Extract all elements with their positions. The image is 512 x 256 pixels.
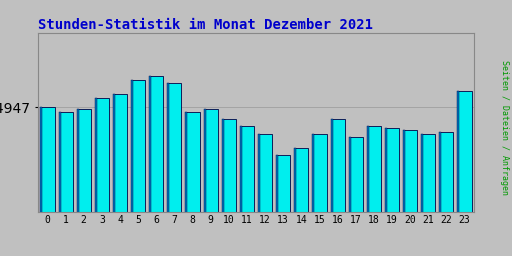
Bar (457, 91, 459, 256)
Bar (367, 126, 381, 256)
Bar (312, 134, 314, 256)
Bar (258, 134, 272, 256)
Bar (294, 148, 308, 256)
Bar (421, 134, 435, 256)
Bar (185, 112, 200, 256)
Bar (95, 98, 109, 256)
Bar (240, 126, 242, 256)
Bar (385, 128, 399, 256)
Bar (40, 107, 42, 256)
Bar (95, 98, 97, 256)
Bar (77, 109, 79, 256)
Text: Seiten / Dateien / Anfragen: Seiten / Dateien / Anfragen (500, 60, 509, 196)
Bar (222, 119, 236, 256)
Bar (294, 148, 296, 256)
Bar (77, 109, 91, 256)
Bar (367, 126, 369, 256)
Bar (457, 91, 472, 256)
Bar (149, 76, 163, 256)
Bar (131, 80, 145, 256)
Bar (40, 107, 55, 256)
Bar (421, 134, 423, 256)
Bar (131, 80, 133, 256)
Bar (403, 130, 405, 256)
Bar (222, 119, 224, 256)
Bar (240, 126, 254, 256)
Bar (439, 132, 454, 256)
Bar (331, 119, 332, 256)
Bar (58, 112, 73, 256)
Bar (167, 83, 181, 256)
Text: Stunden-Statistik im Monat Dezember 2021: Stunden-Statistik im Monat Dezember 2021 (38, 18, 373, 32)
Bar (149, 76, 151, 256)
Bar (349, 137, 363, 256)
Bar (385, 128, 387, 256)
Bar (349, 137, 351, 256)
Bar (113, 94, 127, 256)
Bar (276, 155, 278, 256)
Bar (58, 112, 60, 256)
Bar (276, 155, 290, 256)
Bar (204, 109, 218, 256)
Bar (331, 119, 345, 256)
Bar (167, 83, 169, 256)
Bar (312, 134, 327, 256)
Bar (403, 130, 417, 256)
Bar (113, 94, 115, 256)
Bar (258, 134, 260, 256)
Bar (185, 112, 187, 256)
Bar (204, 109, 206, 256)
Bar (439, 132, 441, 256)
